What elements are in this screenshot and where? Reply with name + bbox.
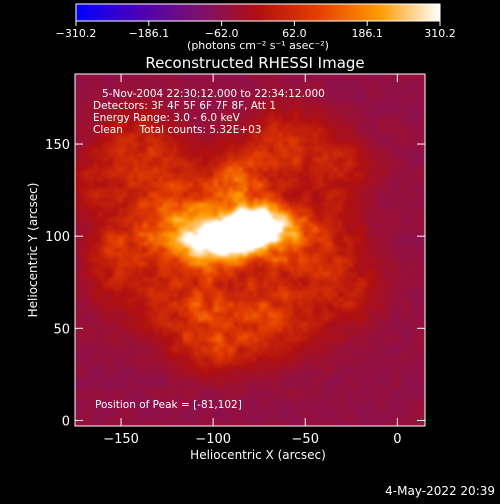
y-tick-label: 0	[62, 414, 70, 429]
colorbar-tick-label: 186.1	[351, 27, 383, 40]
colorbar: −310.2 −186.1 −62.0 62.0 186.1 310.2 (photons…	[56, 3, 456, 52]
y-axis: 0 50 100 150	[45, 138, 425, 429]
info-line-clean: Clean Total counts: 5.32E+03	[93, 124, 262, 136]
colorbar-ticks: −310.2 −186.1 −62.0 62.0 186.1 310.2	[56, 21, 456, 40]
y-axis-label: Heliocentric Y (arcsec)	[26, 183, 40, 318]
info-line-time: 5-Nov-2004 22:30:12.000 to 22:34:12.000	[102, 88, 325, 100]
colorbar-tick-label: 62.0	[282, 27, 307, 40]
x-axis-label: Heliocentric X (arcsec)	[190, 448, 326, 462]
plot-frame	[74, 73, 426, 427]
colorbar-unit-label: (photons cm⁻² s⁻¹ asec⁻²)	[187, 39, 329, 52]
info-line-detectors: Detectors: 3F 4F 5F 6F 7F 8F, Att 1	[93, 100, 276, 112]
colorbar-tick-label: −62.0	[205, 27, 239, 40]
chart-title: Reconstructed RHESSI Image	[145, 54, 364, 72]
y-tick-label: 100	[45, 230, 70, 245]
colorbar-tick-label: 310.2	[424, 27, 456, 40]
peak-position-label: Position of Peak = [-81,102]	[95, 399, 242, 411]
colorbar-gradient	[75, 3, 441, 22]
colorbar-tick-label: −186.1	[128, 27, 169, 40]
x-tick-label: −150	[103, 432, 139, 447]
x-tick-label: 0	[393, 432, 401, 447]
x-tick-label: −50	[292, 432, 319, 447]
info-overlay: 5-Nov-2004 22:30:12.000 to 22:34:12.000 …	[93, 88, 325, 411]
heatmap-image	[75, 74, 425, 426]
info-line-energy: Energy Range: 3.0 - 6.0 keV	[93, 112, 241, 124]
colorbar-tick-label: −310.2	[56, 27, 97, 40]
y-tick-label: 150	[45, 138, 70, 153]
x-tick-label: −100	[195, 432, 231, 447]
y-tick-label: 50	[53, 322, 70, 337]
x-axis: −150 −100 −50 0	[103, 74, 402, 447]
timestamp: 4-May-2022 20:39	[385, 484, 495, 498]
